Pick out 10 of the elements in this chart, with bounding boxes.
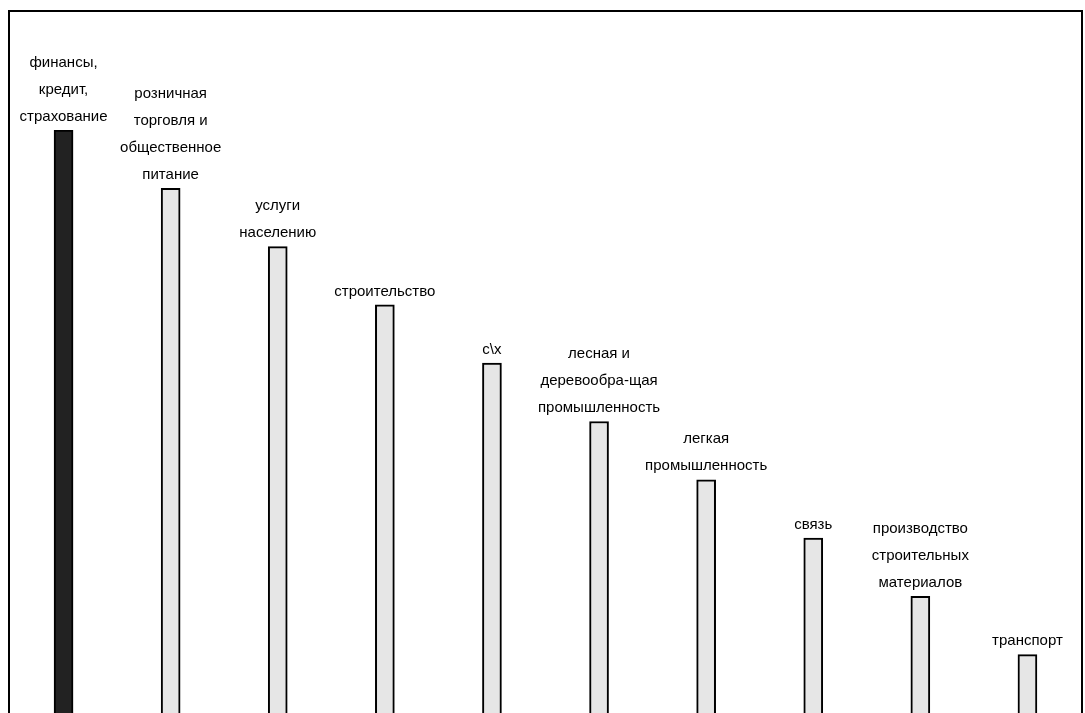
x-tick-label: финансы, кредит, страхование (19, 52, 108, 124)
x-tick-label: легкая промышленность (645, 429, 768, 474)
x-tick-label: услуги населению (239, 196, 317, 241)
x-tick-label: транспорт (992, 631, 1063, 649)
x-tick-label: розничная торговля и общественное питание (120, 83, 222, 182)
x-tick-label: с\х (482, 339, 503, 357)
x-tick-label: строительство (334, 281, 436, 299)
x-tick-label: производство строительных материалов (871, 519, 970, 591)
x-tick-label: лесная и деревообра-щая промышленность (537, 344, 661, 416)
x-tick-label: связь (794, 514, 833, 532)
